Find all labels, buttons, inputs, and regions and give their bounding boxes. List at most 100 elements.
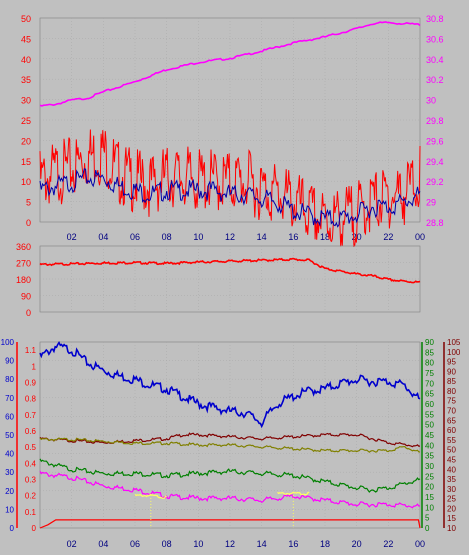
rain-axis-tick: 0.2 bbox=[25, 492, 37, 501]
baro-axis-tick: 30 bbox=[426, 96, 436, 106]
dir-axis-tick: 90 bbox=[21, 292, 31, 302]
baro-axis-tick: 29.8 bbox=[426, 116, 444, 126]
highlight-line bbox=[277, 491, 310, 496]
x-tick-label: 20 bbox=[352, 539, 362, 549]
x-tick-label: 08 bbox=[162, 539, 172, 549]
rain-axis-tick: 0.6 bbox=[25, 427, 37, 436]
indoor-axis-tick: 25 bbox=[447, 495, 456, 504]
humidity-line bbox=[39, 340, 421, 429]
baro-axis-tick: 29.6 bbox=[426, 136, 444, 146]
gust-axis-tick: 30 bbox=[21, 96, 31, 106]
baro-axis-tick: 29.2 bbox=[426, 177, 444, 187]
gust-axis-tick: 15 bbox=[21, 157, 31, 167]
x-tick-label: 16 bbox=[288, 539, 298, 549]
humidity-axis-tick: 40 bbox=[5, 450, 14, 459]
x-tick-label: 10 bbox=[193, 232, 203, 242]
temp-axis-tick: 45 bbox=[425, 431, 434, 440]
baro-axis-tick: 29.4 bbox=[426, 157, 444, 167]
indoor-axis-tick: 80 bbox=[447, 387, 456, 396]
temp-axis-tick: 55 bbox=[425, 410, 434, 419]
baro-axis-tick: 28.8 bbox=[426, 218, 444, 228]
indoor-axis-tick: 65 bbox=[447, 416, 456, 425]
temp-axis-tick: 80 bbox=[425, 359, 434, 368]
temp-axis-tick: 40 bbox=[425, 441, 434, 450]
temp-axis-tick: 35 bbox=[425, 452, 434, 461]
rain-axis-tick: 0.7 bbox=[25, 411, 37, 420]
gust-axis-tick: 5 bbox=[26, 198, 31, 208]
x-tick-label: 12 bbox=[225, 232, 235, 242]
indoor-temp-line bbox=[39, 432, 420, 448]
baro-axis-tick: 30.8 bbox=[426, 14, 444, 24]
temp-axis-tick: 25 bbox=[425, 472, 434, 481]
dew-point-line bbox=[39, 470, 421, 509]
humidity-axis-tick: 80 bbox=[5, 375, 14, 384]
humidity-axis-tick: 0 bbox=[10, 524, 15, 533]
x-tick-label: 06 bbox=[130, 232, 140, 242]
temp-axis-tick: 65 bbox=[425, 390, 434, 399]
x-tick-label: 08 bbox=[162, 232, 172, 242]
indoor-axis-tick: 85 bbox=[447, 377, 456, 386]
dir-axis-tick: 360 bbox=[16, 242, 31, 252]
baro-axis-tick: 30.4 bbox=[426, 55, 444, 65]
rain-axis-tick: 0 bbox=[32, 524, 37, 533]
humidity-axis-tick: 30 bbox=[5, 468, 14, 477]
humidity-axis-tick: 70 bbox=[5, 394, 14, 403]
indoor-axis-tick: 70 bbox=[447, 407, 456, 416]
temperature-line bbox=[39, 458, 421, 493]
x-tick-label: 16 bbox=[288, 232, 298, 242]
x-tick-label: 18 bbox=[320, 539, 330, 549]
x-tick-label: 06 bbox=[130, 539, 140, 549]
dir-axis-tick: 270 bbox=[16, 259, 31, 269]
indoor-axis-tick: 10 bbox=[447, 524, 456, 533]
temp-axis-tick: 20 bbox=[425, 483, 434, 492]
gust-axis-tick: 45 bbox=[21, 34, 31, 44]
gust-axis-tick: 50 bbox=[21, 14, 31, 24]
gust-axis-tick: 10 bbox=[21, 177, 31, 187]
gust-axis-tick: 0 bbox=[26, 218, 31, 228]
indoor-axis-tick: 90 bbox=[447, 367, 456, 376]
humidity-axis-tick: 10 bbox=[5, 505, 14, 514]
x-tick-label: 00 bbox=[415, 232, 425, 242]
wind-direction-line bbox=[39, 257, 421, 284]
rain-axis-tick: 0.3 bbox=[25, 475, 37, 484]
temp-axis-tick: 50 bbox=[425, 421, 434, 430]
barometer-line bbox=[39, 21, 421, 107]
x-tick-label: 18 bbox=[320, 232, 330, 242]
rain-axis-tick: 0.5 bbox=[25, 443, 37, 452]
rain-axis-tick: 1.1 bbox=[25, 346, 37, 355]
humidity-axis-tick: 20 bbox=[5, 487, 14, 496]
x-tick-label: 14 bbox=[257, 539, 267, 549]
humidity-axis-tick: 50 bbox=[5, 431, 14, 440]
x-tick-label: 04 bbox=[98, 232, 108, 242]
temp-axis-tick: 0 bbox=[425, 524, 430, 533]
x-tick-label: 02 bbox=[67, 232, 77, 242]
humidity-axis-tick: 100 bbox=[1, 338, 15, 347]
windspeed-line bbox=[39, 168, 421, 228]
indoor-axis-tick: 60 bbox=[447, 426, 456, 435]
rain-axis-tick: 1 bbox=[32, 362, 37, 371]
gust-axis-tick: 25 bbox=[21, 116, 31, 126]
x-tick-label: 10 bbox=[193, 539, 203, 549]
indoor-axis-tick: 30 bbox=[447, 485, 456, 494]
indoor-axis-tick: 15 bbox=[447, 514, 456, 523]
rain-axis-tick: 0.4 bbox=[25, 459, 37, 468]
x-tick-label: 02 bbox=[67, 539, 77, 549]
rain-axis-tick: 0.9 bbox=[25, 378, 37, 387]
indoor-humidity-line bbox=[39, 437, 421, 453]
indoor-axis-tick: 20 bbox=[447, 504, 456, 513]
dir-axis-tick: 0 bbox=[26, 308, 31, 318]
indoor-axis-tick: 40 bbox=[447, 465, 456, 474]
rainfall-line bbox=[39, 519, 421, 529]
temp-axis-tick: 15 bbox=[425, 493, 434, 502]
gust-axis-tick: 35 bbox=[21, 75, 31, 85]
temp-axis-tick: 30 bbox=[425, 462, 434, 471]
temp-axis-tick: 60 bbox=[425, 400, 434, 409]
temp-axis-tick: 85 bbox=[425, 348, 434, 357]
x-tick-label: 22 bbox=[383, 539, 393, 549]
temp-axis-tick: 70 bbox=[425, 379, 434, 388]
rain-axis-tick: 0.8 bbox=[25, 395, 37, 404]
baro-axis-tick: 29 bbox=[426, 198, 436, 208]
x-tick-label: 14 bbox=[257, 232, 267, 242]
indoor-axis-tick: 50 bbox=[447, 446, 456, 455]
